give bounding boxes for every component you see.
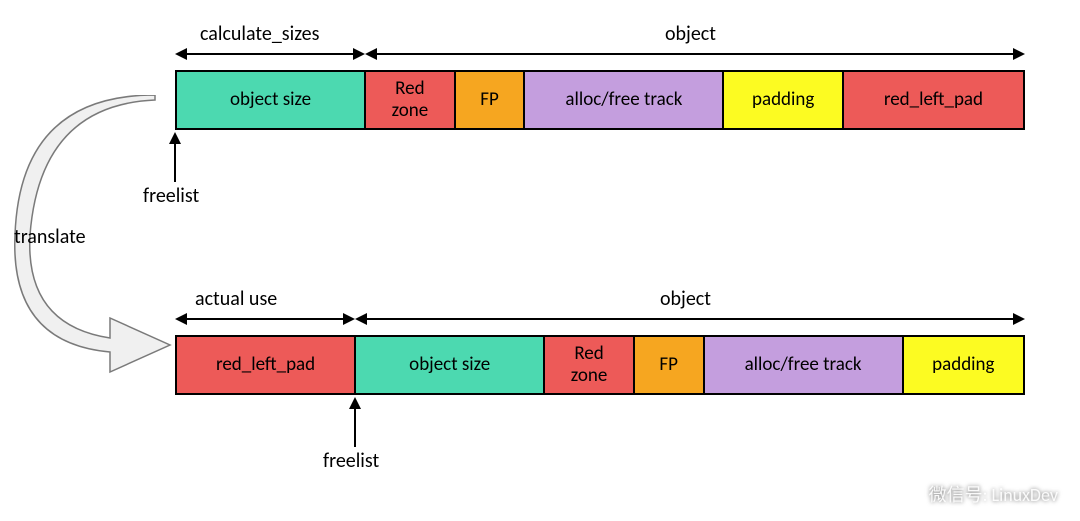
row1-right-range-label: object: [665, 22, 716, 46]
row2-seg-4: alloc/free track: [705, 337, 904, 393]
row1-seg-5: red_left_pad: [844, 72, 1023, 128]
row1-seg-3: alloc/free track: [525, 72, 724, 128]
row1-seg-1: Red zone: [366, 72, 456, 128]
row1-left-range-label: calculate_sizes: [200, 22, 319, 46]
translate-label: translate: [14, 225, 86, 249]
row2-freelist-pointer: [349, 397, 361, 447]
row2-seg-5: padding: [904, 337, 1023, 393]
row2-right-range-arrow: [355, 313, 1025, 325]
row1-seg-4: padding: [724, 72, 843, 128]
watermark-text: 微信号: LinuxDev: [929, 481, 1058, 507]
wechat-icon: [899, 484, 921, 504]
row2-seg-0: red_left_pad: [177, 337, 356, 393]
row2-left-range-arrow: [175, 313, 355, 325]
row2-seg-1: object size: [356, 337, 545, 393]
row2-bar: red_left_padobject sizeRed zoneFPalloc/f…: [175, 335, 1025, 395]
row1-right-range-arrow: [365, 48, 1025, 60]
row1-bar: object sizeRed zoneFPalloc/free trackpad…: [175, 70, 1025, 130]
row1-left-range-arrow: [175, 48, 365, 60]
row2-left-range-label: actual use: [195, 287, 277, 311]
row1-seg-2: FP: [456, 72, 526, 128]
row2-seg-3: FP: [635, 337, 705, 393]
row2-seg-2: Red zone: [545, 337, 635, 393]
row2-right-range-label: object: [660, 287, 711, 311]
watermark: 微信号: LinuxDev: [899, 481, 1058, 507]
row1-seg-0: object size: [177, 72, 366, 128]
diagram-canvas: calculate_sizes object object sizeRed zo…: [0, 0, 1080, 521]
row2-freelist-label: freelist: [323, 449, 379, 473]
